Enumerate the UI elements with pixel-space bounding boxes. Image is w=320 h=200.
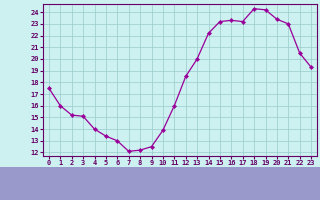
X-axis label: Windchill (Refroidissement éolien,°C): Windchill (Refroidissement éolien,°C): [87, 169, 273, 178]
